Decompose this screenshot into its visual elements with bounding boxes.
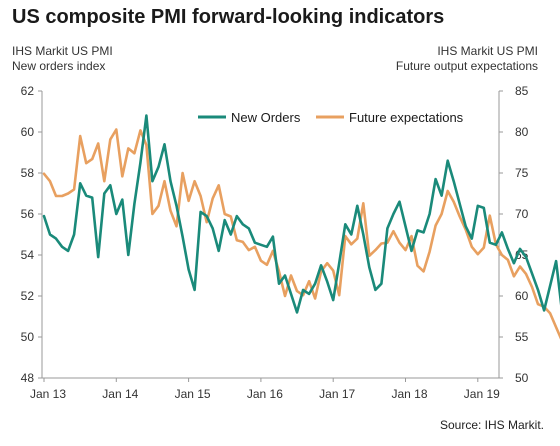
y-left-tick-label: 50 bbox=[21, 330, 35, 344]
x-tick-label: Jan 13 bbox=[30, 387, 66, 401]
legend-label-future-expectations: Future expectations bbox=[349, 110, 464, 125]
x-tick-label: Jan 17 bbox=[319, 387, 355, 401]
chart-title: US composite PMI forward-looking indicat… bbox=[12, 6, 445, 28]
right-axis-note: IHS Markit US PMI Future output expectat… bbox=[396, 44, 538, 74]
y-left-tick-label: 48 bbox=[21, 371, 35, 385]
x-tick-label: Jan 18 bbox=[391, 387, 427, 401]
y-right-tick-label: 70 bbox=[515, 207, 529, 221]
right-axis-note-line1: IHS Markit US PMI bbox=[437, 44, 538, 58]
y-left-tick-label: 60 bbox=[21, 125, 35, 139]
future-expectations-series-line bbox=[42, 128, 560, 340]
y-left-tick-label: 58 bbox=[21, 166, 35, 180]
y-right-tick-label: 80 bbox=[515, 125, 529, 139]
x-tick-label: Jan 19 bbox=[464, 387, 500, 401]
y-left-tick-label: 52 bbox=[21, 289, 35, 303]
new-orders-series-line bbox=[42, 114, 560, 314]
left-axis-note-line2: New orders index bbox=[12, 59, 106, 73]
left-axis-note: IHS Markit US PMI New orders index bbox=[12, 44, 113, 74]
x-tick-label: Jan 14 bbox=[102, 387, 138, 401]
source-note: Source: IHS Markit. bbox=[439, 418, 544, 432]
y-right-tick-label: 55 bbox=[515, 330, 529, 344]
y-left-tick-label: 56 bbox=[21, 207, 35, 221]
y-right-tick-label: 50 bbox=[515, 371, 529, 385]
x-tick-label: Jan 16 bbox=[247, 387, 283, 401]
right-axis-note-line2: Future output expectations bbox=[395, 59, 538, 73]
y-right-tick-label: 60 bbox=[515, 289, 529, 303]
y-left-tick-label: 62 bbox=[21, 84, 35, 98]
y-right-tick-label: 85 bbox=[515, 84, 529, 98]
y-left-tick-label: 54 bbox=[21, 248, 35, 262]
legend-label-new-orders: New Orders bbox=[231, 110, 301, 125]
y-right-tick-label: 75 bbox=[515, 166, 529, 180]
left-axis-note-line1: IHS Markit US PMI bbox=[12, 44, 113, 58]
x-tick-label: Jan 15 bbox=[175, 387, 211, 401]
